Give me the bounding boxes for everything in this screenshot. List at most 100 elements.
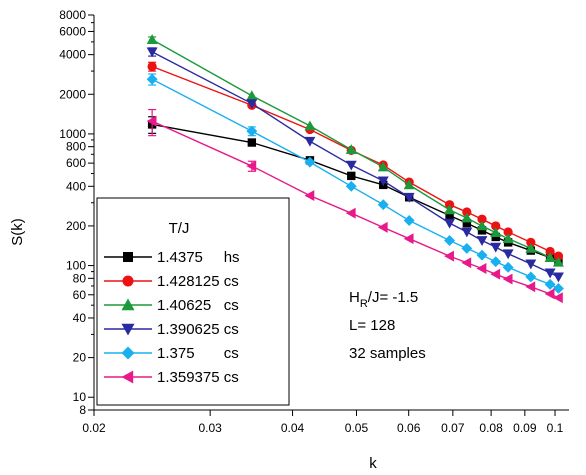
data-point <box>502 273 513 285</box>
data-point <box>246 99 258 110</box>
data-point <box>403 179 415 190</box>
legend-label: 1.4375 hs <box>157 249 240 266</box>
legend-marker <box>121 298 135 311</box>
data-point <box>345 180 357 192</box>
data-point <box>461 242 473 254</box>
data-point <box>525 242 537 253</box>
annotation-field-prefix: H <box>349 289 360 306</box>
data-point <box>544 288 555 300</box>
y-tick-label: 1000 <box>59 127 86 141</box>
x-tick-label: 0.08 <box>479 421 503 435</box>
data-point <box>476 249 488 261</box>
data-point <box>477 214 487 224</box>
y-tick-label: 800 <box>66 140 86 154</box>
annotation-line-1: L= 128 <box>349 317 395 334</box>
data-point <box>445 211 454 220</box>
data-point <box>461 257 472 269</box>
data-point <box>544 268 556 279</box>
legend-marker <box>122 275 134 287</box>
legend-label: 1.359375 cs <box>157 369 239 386</box>
data-point <box>503 227 513 237</box>
data-point <box>247 138 257 147</box>
data-point <box>525 281 536 293</box>
data-point <box>345 160 357 171</box>
series-4 <box>146 47 564 283</box>
data-point <box>347 171 356 181</box>
annotation-field-label: HR/J= -1.5 <box>349 289 418 310</box>
data-point <box>476 220 488 231</box>
legend: T/J 1.4375 hs 1.428125 cs 1.40625 cs 1.3906… <box>96 197 290 406</box>
data-point <box>246 160 257 172</box>
data-point <box>345 144 357 154</box>
legend-title: T/J <box>169 220 190 237</box>
x-tick-label: 0.02 <box>82 421 106 435</box>
y-tick-label: 400 <box>66 179 86 193</box>
data-point <box>377 199 389 211</box>
data-point <box>525 259 537 270</box>
data-point <box>304 190 315 202</box>
y-tick-label: 200 <box>66 219 86 233</box>
legend-label: 1.390625 cs <box>157 321 239 338</box>
data-point <box>552 272 564 283</box>
data-point <box>525 271 537 283</box>
y-tick-label: 6000 <box>59 24 86 38</box>
legend-marker <box>123 252 133 262</box>
data-point <box>552 283 564 294</box>
data-point <box>552 292 563 304</box>
data-point <box>545 246 555 257</box>
y-tick-label: 8 <box>79 403 86 417</box>
data-point <box>502 261 514 273</box>
data-point <box>476 236 488 246</box>
x-ticks: 0.02 0.03 0.04 0.05 0.06 0.07 0.08 0.09 0.1 <box>82 410 564 435</box>
data-point <box>444 204 456 215</box>
x-tick-label: 0.06 <box>397 421 421 435</box>
data-point <box>553 251 564 261</box>
x-tick-label: 0.03 <box>198 421 222 435</box>
y-tick-label: 600 <box>66 156 86 170</box>
x-tick-label: 0.07 <box>441 421 465 435</box>
y-tick-label: 10 <box>73 390 87 404</box>
data-point <box>502 249 514 260</box>
series-5 <box>146 73 564 294</box>
annotation-field-suffix: /J= -1.5 <box>368 289 418 306</box>
data-point <box>246 90 258 101</box>
data-point <box>552 256 564 267</box>
data-point <box>146 34 158 45</box>
data-point <box>444 235 456 246</box>
data-point <box>502 233 514 244</box>
data-point <box>146 47 158 58</box>
legend-label: 1.375 cs <box>157 345 239 362</box>
y-tick-label: 60 <box>73 288 87 302</box>
data-point <box>304 120 316 131</box>
y-tick-label: 80 <box>73 271 87 285</box>
data-point <box>304 136 316 147</box>
data-point <box>526 237 536 248</box>
data-point <box>377 176 389 187</box>
series-line <box>151 39 559 263</box>
legend-marker <box>121 323 135 336</box>
data-point <box>147 61 157 72</box>
data-point <box>490 256 502 268</box>
data-point <box>345 207 356 219</box>
annotation: HR/J= -1.5 L= 128 32 samples <box>349 289 426 362</box>
data-point <box>544 278 556 290</box>
data-point <box>444 250 454 262</box>
annotation-field-subscript: R <box>360 298 368 310</box>
x-tick-label: 0.09 <box>513 421 537 435</box>
data-point <box>461 212 473 223</box>
data-point <box>146 115 157 127</box>
x-axis-label: k <box>369 455 377 472</box>
legend-label: 1.40625 cs <box>157 297 239 314</box>
data-point <box>377 161 389 172</box>
legend-marker <box>121 370 134 384</box>
data-point <box>491 221 501 231</box>
y-tick-label: 100 <box>66 259 86 273</box>
data-point <box>476 263 487 274</box>
annotation-line-2: 32 samples <box>349 345 426 362</box>
data-point <box>490 242 502 253</box>
data-point <box>462 207 472 217</box>
data-point <box>403 192 415 203</box>
